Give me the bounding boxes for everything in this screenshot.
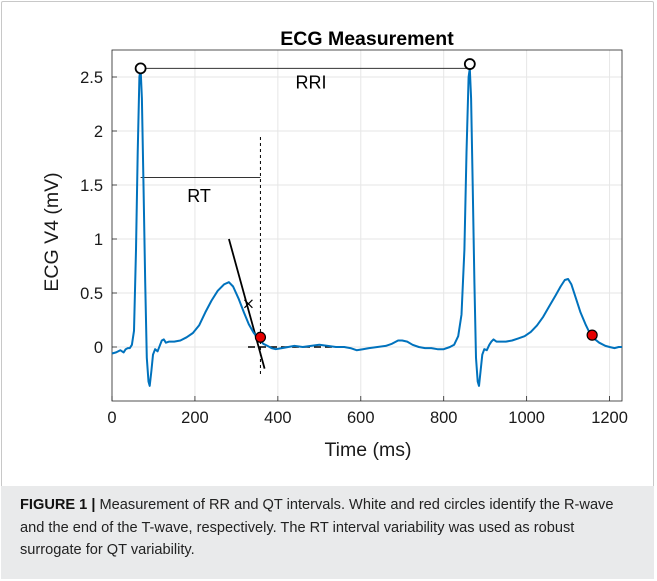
chart-title: ECG Measurement: [280, 28, 454, 50]
annotation-label: RT: [187, 186, 211, 206]
x-tick-label: 800: [430, 409, 458, 427]
y-tick-label: 1.5: [80, 177, 103, 195]
r-wave-marker: [134, 62, 147, 75]
tangent-x-marker: [243, 299, 253, 309]
x-tick-label: 0: [107, 409, 116, 427]
caption-body: Measurement of RR and QT intervals. Whit…: [20, 497, 614, 558]
r-wave-marker: [463, 58, 476, 70]
x-tick-label: 600: [347, 409, 375, 427]
y-axis-label: ECG V4 (mV): [41, 172, 63, 291]
y-tick-label: 0: [94, 339, 103, 357]
series-layer: [111, 67, 622, 387]
figure-caption: FIGURE 1 | Measurement of RR and QT inte…: [20, 494, 635, 562]
marker-layer: [134, 58, 598, 343]
ecg-series-line: [111, 67, 622, 387]
x-tick-label: 400: [264, 409, 292, 427]
y-tick-label: 2: [94, 123, 103, 141]
x-tick-label: 1200: [591, 409, 628, 427]
x-tick-label: 1000: [508, 409, 545, 427]
x-tick-label: 200: [181, 409, 209, 427]
t-end-marker: [586, 329, 598, 341]
y-tick-label: 2.5: [80, 69, 103, 87]
tick-labels: 0 200 400 600 800 1000 1200 0 0.5 1 1.5 2 2.5: [80, 69, 628, 427]
x-axis-label: Time (ms): [324, 439, 411, 461]
annotation-lines: RRI RT: [140, 67, 470, 374]
plot-area-border: [111, 49, 623, 402]
caption-label: FIGURE 1 |: [20, 497, 96, 513]
y-tick-label: 1: [94, 231, 103, 249]
t-wave-tangent-line: [228, 238, 266, 369]
caption-box: [1, 486, 654, 579]
t-end-marker: [254, 331, 267, 343]
grid-lines: [111, 50, 622, 401]
y-tick-label: 0.5: [80, 285, 103, 303]
annotation-label: RRI: [296, 72, 327, 92]
